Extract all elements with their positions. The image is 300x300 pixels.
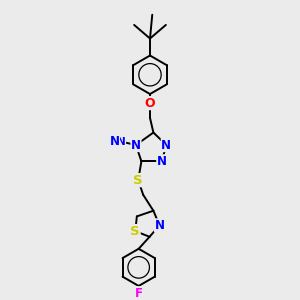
Text: N: N — [110, 135, 119, 148]
Text: N: N — [161, 139, 171, 152]
Text: S: S — [134, 174, 143, 187]
Text: N: N — [117, 136, 126, 147]
Text: F: F — [135, 287, 143, 300]
Text: N: N — [157, 155, 167, 168]
Text: N: N — [154, 219, 164, 232]
Text: N: N — [131, 139, 141, 152]
Text: O: O — [145, 97, 155, 110]
Text: S: S — [130, 225, 140, 238]
